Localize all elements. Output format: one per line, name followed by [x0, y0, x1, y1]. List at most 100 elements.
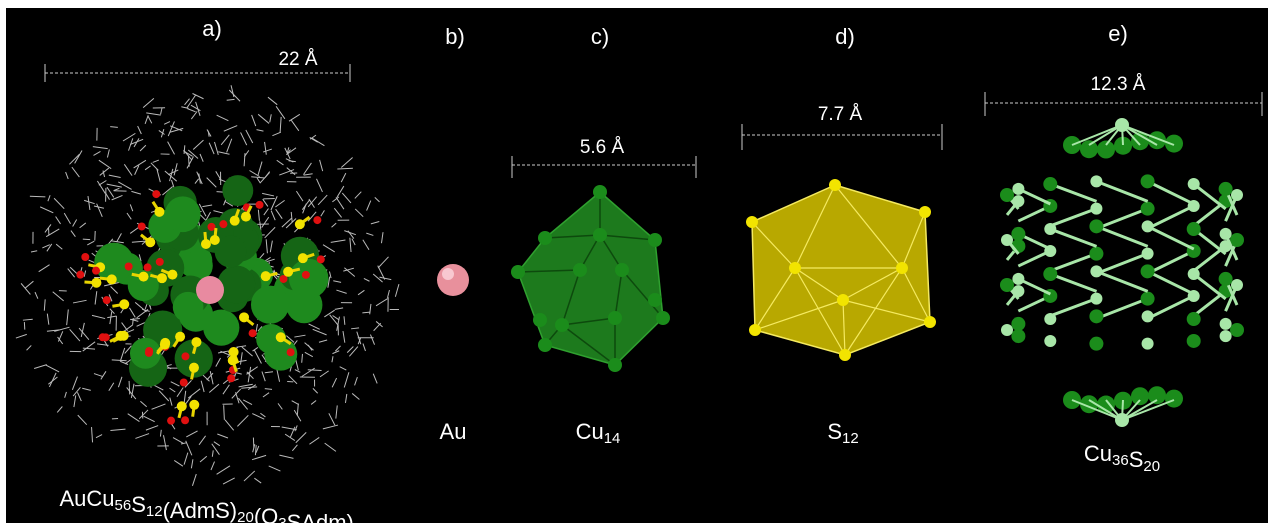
panel-label: c) [591, 24, 609, 49]
bond [1192, 272, 1227, 301]
atom [92, 266, 101, 275]
bond [92, 146, 108, 150]
bond [42, 244, 50, 249]
bond [152, 159, 160, 163]
bond [169, 168, 174, 182]
bond [159, 429, 162, 437]
bond [87, 240, 95, 246]
bond [331, 377, 338, 388]
bond [1121, 399, 1124, 421]
bond [145, 425, 159, 431]
bond [107, 315, 117, 319]
bond [281, 217, 292, 228]
bond [220, 134, 230, 146]
atom [175, 331, 186, 342]
atom [152, 190, 161, 199]
bond [163, 435, 167, 451]
bond [111, 195, 123, 201]
bond [80, 322, 85, 338]
bond [241, 346, 253, 357]
atom [839, 349, 851, 361]
bond [614, 269, 623, 319]
bond [309, 437, 320, 445]
bond [131, 190, 142, 195]
bond [1095, 179, 1149, 203]
bond [15, 333, 27, 339]
bond [65, 171, 69, 180]
bond [561, 324, 616, 366]
atom [127, 270, 159, 302]
atom [919, 206, 931, 218]
dimension: 12.3 Å [1091, 74, 1146, 95]
atom [615, 263, 629, 277]
bond [82, 238, 91, 241]
atom [76, 270, 85, 279]
bond [55, 243, 63, 250]
bond [1121, 124, 1158, 146]
bond [272, 131, 282, 137]
bond [257, 161, 263, 176]
formula-subscript: 12 [354, 521, 371, 529]
atom [115, 330, 126, 341]
bond [1049, 272, 1098, 293]
bond [262, 198, 269, 207]
atom [538, 338, 552, 352]
bond [91, 427, 94, 443]
bond [215, 357, 221, 367]
bond [222, 384, 230, 395]
bond [794, 184, 836, 269]
bond [286, 335, 295, 343]
bond [261, 371, 266, 382]
bond [251, 114, 257, 127]
bond [304, 342, 314, 351]
bond [331, 356, 334, 363]
formula-part: SAdm) [287, 510, 354, 529]
bond [190, 104, 201, 112]
bond [76, 392, 82, 402]
bond [220, 350, 230, 356]
bond [255, 445, 260, 453]
atom [124, 262, 133, 271]
bond [247, 366, 252, 383]
bond [128, 138, 134, 151]
bond [322, 424, 339, 430]
bond [106, 186, 115, 198]
bond [138, 254, 142, 262]
bond [303, 162, 312, 175]
bond [217, 433, 229, 439]
bond [113, 187, 120, 192]
bond [1105, 124, 1123, 146]
formula: AuCu56S12(AdmS)20(O3SAdm)12 [59, 486, 370, 529]
bond [333, 280, 342, 283]
atom [98, 333, 107, 342]
bond [257, 326, 263, 332]
bond [287, 147, 297, 155]
bond [206, 372, 214, 381]
bond [109, 311, 113, 325]
bond [70, 230, 76, 238]
bond [794, 267, 844, 301]
bond [288, 160, 296, 163]
atom [656, 311, 670, 325]
atom [240, 211, 251, 222]
bond [284, 433, 296, 441]
bond [185, 440, 193, 456]
bond [842, 299, 846, 356]
bond [257, 113, 270, 124]
bond [243, 153, 246, 167]
bond [130, 383, 135, 399]
bond [223, 405, 225, 420]
bond [293, 409, 302, 422]
atom [294, 219, 305, 230]
bond [119, 347, 126, 362]
atom [1089, 336, 1104, 351]
bond [341, 192, 352, 204]
bond [95, 434, 103, 439]
bond [317, 194, 328, 206]
bond [268, 465, 281, 472]
atom [102, 296, 111, 305]
atom [176, 401, 187, 412]
bond [173, 163, 178, 176]
bond [754, 267, 796, 331]
bond [48, 372, 57, 388]
